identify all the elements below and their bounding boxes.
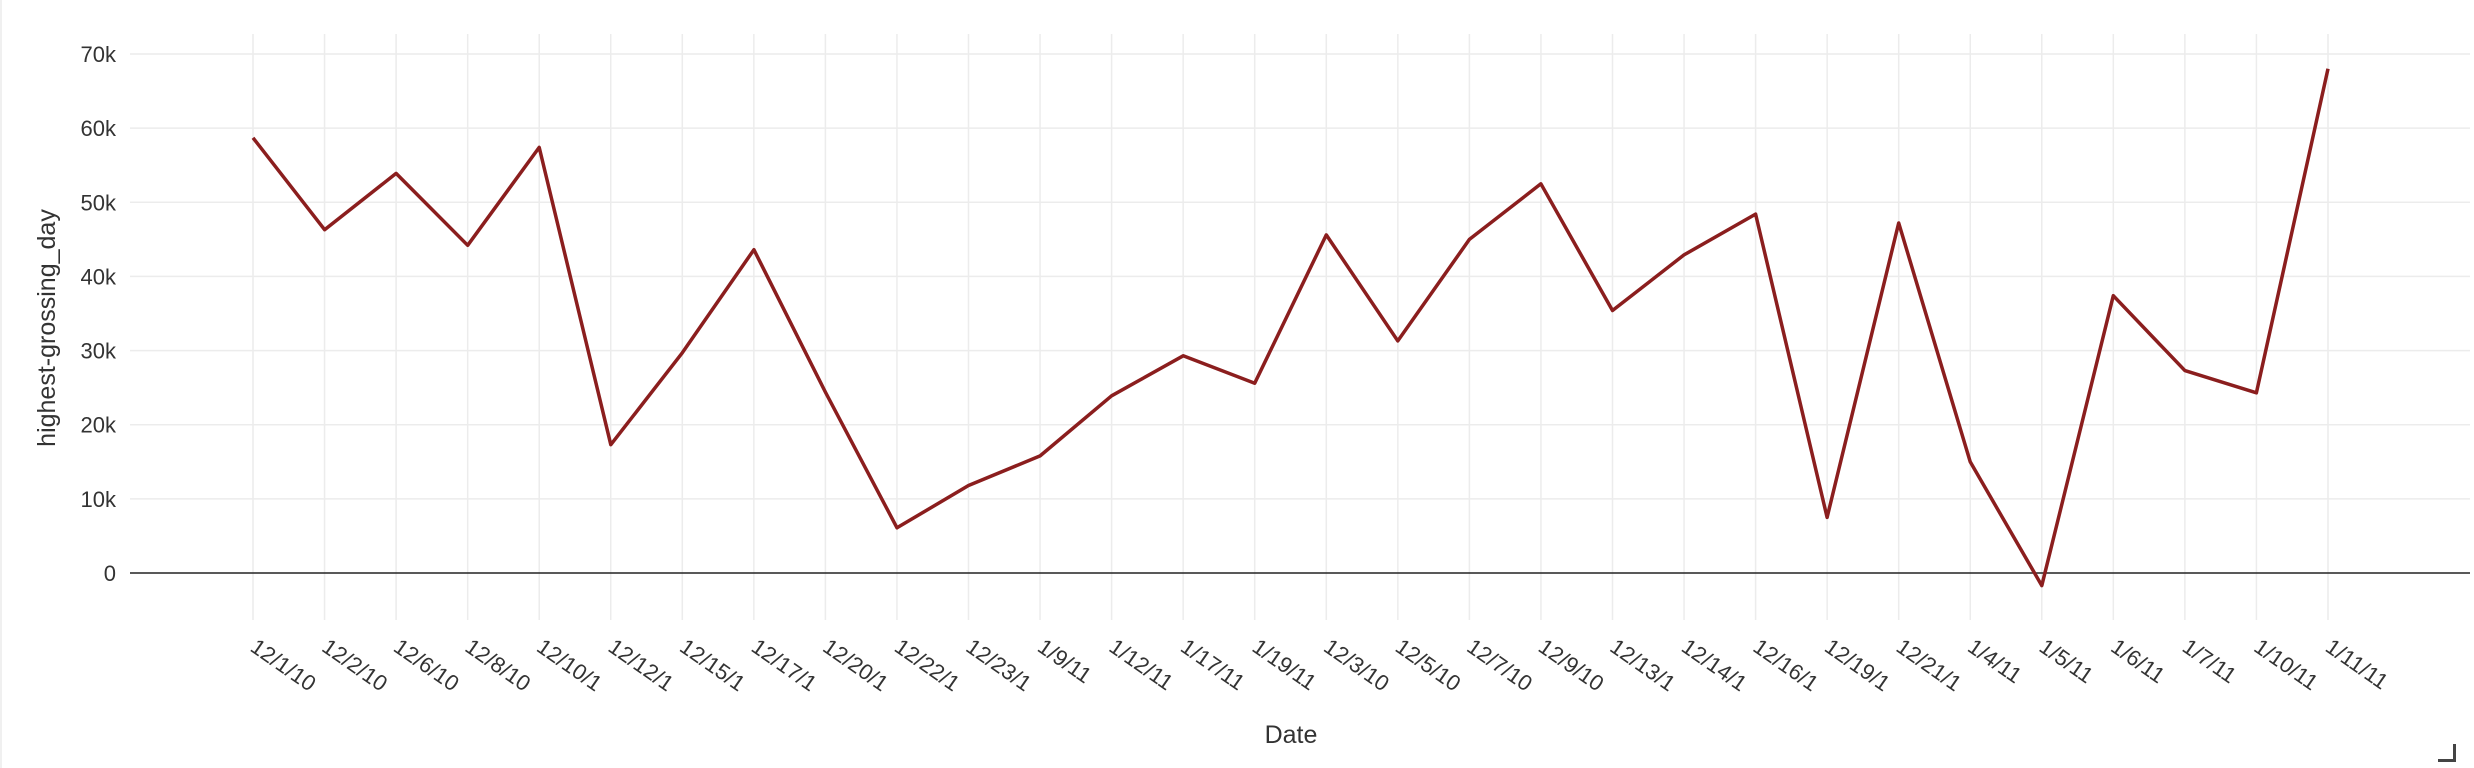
x-axis-label: Date <box>1265 721 1318 749</box>
y-tick-label: 10k <box>81 487 117 512</box>
x-tick-label: 12/22/1 <box>890 634 964 697</box>
x-tick-label: 12/21/1 <box>1892 634 1966 697</box>
resize-handle[interactable] <box>2438 744 2456 762</box>
x-tick-label: 12/16/1 <box>1749 634 1823 697</box>
y-tick-label: 20k <box>81 413 117 438</box>
panel-left-border <box>0 0 2 768</box>
x-tick-label: 12/6/10 <box>389 634 463 697</box>
x-tick-label: 1/5/11 <box>2035 634 2098 689</box>
x-tick-label: 1/12/11 <box>1105 634 1178 696</box>
x-tick-label: 12/5/10 <box>1391 634 1465 697</box>
x-tick-label: 1/9/11 <box>1033 634 1096 689</box>
x-tick-label: 1/4/11 <box>1963 634 2026 689</box>
x-tick-label: 1/7/11 <box>2178 634 2241 689</box>
x-tick-label: 12/13/1 <box>1606 634 1680 697</box>
y-axis-label: highest-grossing_day <box>33 209 61 447</box>
x-tick-label: 12/7/10 <box>1463 634 1537 697</box>
x-tick-label: 1/6/11 <box>2106 634 2169 689</box>
y-tick-label: 50k <box>81 190 117 215</box>
x-tick-label: 12/9/10 <box>1534 634 1608 697</box>
x-tick-label: 1/17/11 <box>1176 634 1249 696</box>
y-axis-ticks: 0 10k 20k 30k 40k 50k 60k 70k <box>81 42 117 586</box>
x-tick-label: 12/2/10 <box>318 634 392 697</box>
x-tick-label: 12/3/10 <box>1319 634 1393 697</box>
x-tick-label: 1/11/11 <box>2321 634 2393 695</box>
y-tick-label: 30k <box>81 339 117 364</box>
x-tick-label: 12/15/1 <box>675 634 749 697</box>
y-tick-label: 0 <box>104 561 116 586</box>
y-tick-label: 70k <box>81 42 117 67</box>
x-tick-label: 12/20/1 <box>819 634 893 697</box>
x-tick-label: 12/8/10 <box>461 634 535 697</box>
series-line <box>251 68 2330 588</box>
y-tick-label: 40k <box>81 264 117 289</box>
grid <box>130 34 2470 620</box>
x-tick-label: 12/10/1 <box>532 634 606 697</box>
x-tick-label: 12/14/1 <box>1677 634 1751 697</box>
x-tick-label: 12/23/1 <box>962 634 1036 697</box>
y-tick-label: 60k <box>81 116 117 141</box>
x-tick-label: 12/17/1 <box>747 634 821 697</box>
x-tick-label: 1/10/11 <box>2250 634 2323 696</box>
x-tick-label: 12/19/1 <box>1820 634 1894 697</box>
x-axis-ticks: 12/1/1012/2/1012/6/1012/8/1012/10/112/12… <box>246 634 2393 697</box>
x-tick-label: 12/1/10 <box>246 634 320 697</box>
x-tick-label: 12/12/1 <box>604 634 678 697</box>
x-tick-label: 1/19/11 <box>1248 634 1321 696</box>
